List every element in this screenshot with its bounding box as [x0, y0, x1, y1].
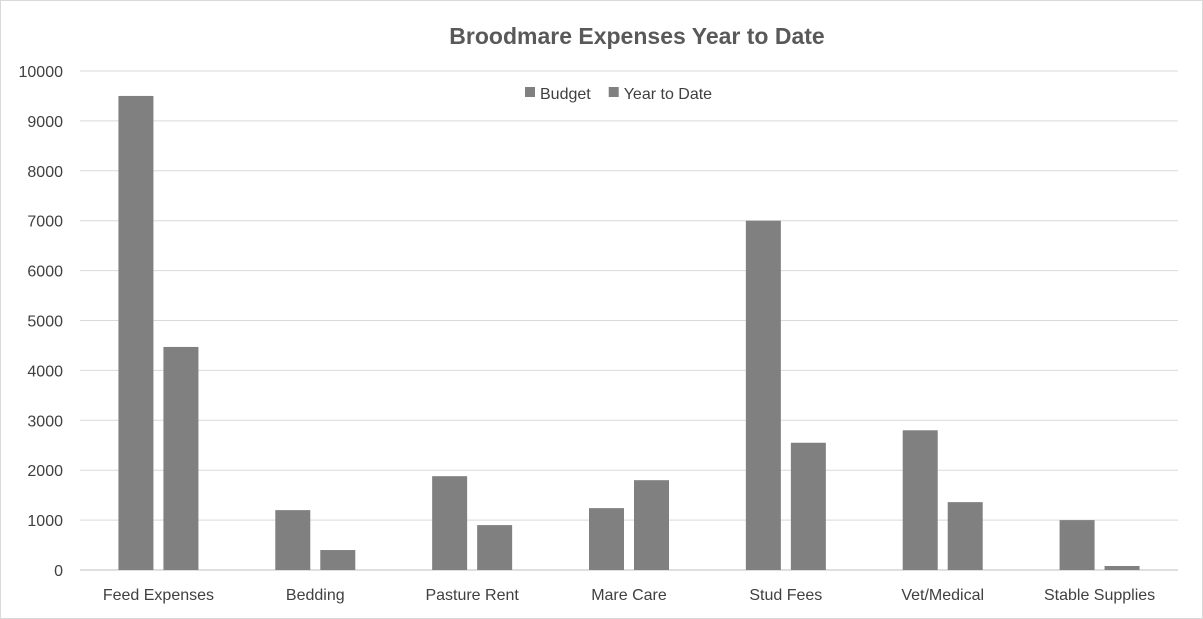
chart-title: Broodmare Expenses Year to Date: [449, 23, 824, 49]
y-tick-label: 7000: [27, 214, 63, 231]
x-tick-label: Stud Fees: [749, 587, 822, 604]
bar-year-to-date-stud-fees: [790, 442, 826, 570]
x-tick-label: Bedding: [286, 587, 345, 604]
y-tick-label: 1000: [27, 513, 63, 530]
y-axis-tick-labels: 0 1000 2000 3000 4000 5000 6000 7000 8000 9000 100…: [19, 64, 64, 580]
y-tick-label: 9000: [27, 114, 63, 131]
bar-year-to-date-stable-supplies: [1104, 566, 1140, 570]
gridlines: [80, 70, 1178, 571]
bar-year-to-date-vet-medical: [947, 502, 983, 570]
bar-budget-pasture-rent: [432, 476, 468, 570]
x-tick-label: Mare Care: [591, 587, 667, 604]
y-tick-label: 3000: [27, 413, 63, 430]
legend-label: Year to Date: [624, 86, 712, 103]
bar-budget-mare-care: [589, 508, 624, 570]
y-tick-label: 4000: [27, 363, 63, 380]
bars: [118, 95, 1140, 570]
x-tick-label: Feed Expenses: [103, 587, 214, 604]
x-tick-label: Pasture Rent: [425, 587, 519, 604]
x-tick-label: Vet/Medical: [901, 587, 984, 604]
y-tick-label: 6000: [27, 264, 63, 281]
bar-budget-stable-supplies: [1059, 520, 1095, 570]
bar-budget-vet-medical: [902, 430, 938, 570]
y-tick-label: 2000: [27, 463, 63, 480]
bar-year-to-date-pasture-rent: [477, 525, 513, 570]
bar-year-to-date-bedding: [320, 550, 356, 570]
legend-swatch: [525, 87, 535, 97]
x-tick-label: Stable Supplies: [1044, 587, 1155, 604]
x-axis-tick-labels: Feed Expenses Bedding Pasture Rent Mare Car…: [103, 587, 1155, 604]
bar-year-to-date-mare-care: [634, 480, 669, 570]
bar-budget-feed-expenses: [118, 95, 154, 570]
bar-year-to-date-feed-expenses: [163, 346, 199, 570]
y-tick-label: 0: [54, 563, 63, 580]
y-tick-label: 8000: [27, 164, 63, 181]
bar-budget-stud-fees: [745, 220, 781, 570]
legend-label: Budget: [540, 86, 591, 103]
y-tick-label: 10000: [19, 64, 64, 81]
legend-swatch: [608, 87, 619, 97]
bar-budget-bedding: [275, 510, 311, 570]
y-tick-label: 5000: [27, 314, 63, 331]
legend: Budget Year to Date: [525, 86, 712, 103]
